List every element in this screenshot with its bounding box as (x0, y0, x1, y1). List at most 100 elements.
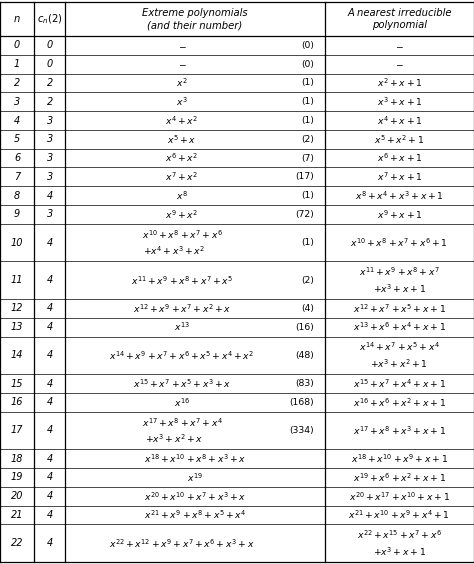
Text: 20: 20 (11, 491, 23, 501)
Text: 4: 4 (46, 322, 53, 332)
Text: $x^{19}+x^6+x^2+x+1$: $x^{19}+x^6+x^2+x+1$ (353, 471, 446, 484)
Text: $x^4+x+1$: $x^4+x+1$ (376, 114, 422, 127)
Text: 4: 4 (46, 397, 53, 407)
Text: $+x^3+x^2+x$: $+x^3+x^2+x$ (145, 433, 203, 445)
Text: 16: 16 (11, 397, 23, 407)
Text: $x^6+x^2$: $x^6+x^2$ (165, 152, 199, 165)
Text: 11: 11 (11, 275, 23, 285)
Text: $x^5+x$: $x^5+x$ (167, 133, 197, 146)
Text: 1: 1 (14, 59, 20, 69)
Text: 3: 3 (46, 172, 53, 182)
Text: A nearest irreducible: A nearest irreducible (347, 8, 452, 18)
Text: $x^{14}+x^7+x^5+x^4$: $x^{14}+x^7+x^5+x^4$ (359, 341, 440, 354)
Text: $x^7+x^2$: $x^7+x^2$ (165, 170, 199, 183)
Text: $x^{10}+x^8+x^7+x^6+1$: $x^{10}+x^8+x^7+x^6+1$ (350, 236, 448, 249)
Text: $x^4+x^2$: $x^4+x^2$ (165, 114, 199, 127)
Text: (2): (2) (301, 135, 314, 144)
Text: 4: 4 (46, 350, 53, 360)
Text: $x^7+x+1$: $x^7+x+1$ (376, 170, 422, 183)
Text: 17: 17 (11, 425, 23, 435)
Text: $x^{22}+x^{12}+x^9+x^7+x^6+x^3+x$: $x^{22}+x^{12}+x^9+x^7+x^6+x^3+x$ (109, 537, 255, 549)
Text: (1): (1) (301, 238, 314, 247)
Text: $+x^3+x^2+1$: $+x^3+x^2+1$ (370, 358, 428, 370)
Text: $x^8+x^4+x^3+x+1$: $x^8+x^4+x^3+x+1$ (355, 190, 444, 202)
Text: $x^{10}+x^8+x^7+x^6$: $x^{10}+x^8+x^7+x^6$ (142, 228, 222, 241)
Text: 2: 2 (14, 78, 20, 88)
Text: 7: 7 (14, 172, 20, 182)
Text: 2: 2 (46, 78, 53, 88)
Text: $x^{13}+x^6+x^4+x+1$: $x^{13}+x^6+x^4+x+1$ (353, 321, 446, 333)
Text: 3: 3 (46, 134, 53, 144)
Text: $x^{17}+x^8+x^7+x^4$: $x^{17}+x^8+x^7+x^4$ (142, 416, 222, 429)
Text: $-$: $-$ (178, 41, 186, 50)
Text: 2: 2 (46, 97, 53, 107)
Text: 4: 4 (46, 191, 53, 201)
Text: $x^9+x+1$: $x^9+x+1$ (376, 208, 422, 221)
Text: 4: 4 (14, 116, 20, 126)
Text: $x^9+x^2$: $x^9+x^2$ (165, 208, 199, 221)
Text: 4: 4 (46, 378, 53, 389)
Text: $x^2+x+1$: $x^2+x+1$ (376, 77, 422, 89)
Text: $x^{21}+x^9+x^8+x^5+x^4$: $x^{21}+x^9+x^8+x^5+x^4$ (144, 509, 246, 521)
Text: 4: 4 (46, 303, 53, 314)
Text: 0: 0 (46, 41, 53, 50)
Text: $x^6+x+1$: $x^6+x+1$ (376, 152, 422, 165)
Text: (1): (1) (301, 116, 314, 125)
Text: (0): (0) (301, 41, 314, 50)
Text: $x^{17}+x^8+x^3+x+1$: $x^{17}+x^8+x^3+x+1$ (353, 424, 446, 437)
Text: $-$: $-$ (395, 60, 404, 69)
Text: (17): (17) (296, 173, 314, 182)
Text: 4: 4 (46, 473, 53, 482)
Text: $x^8$: $x^8$ (176, 190, 188, 202)
Text: 15: 15 (11, 378, 23, 389)
Text: $x^{21}+x^{10}+x^9+x^4+1$: $x^{21}+x^{10}+x^9+x^4+1$ (348, 509, 450, 521)
Text: (83): (83) (296, 379, 314, 388)
Text: 0: 0 (46, 59, 53, 69)
Text: $x^{11}+x^9+x^8+x^7$: $x^{11}+x^9+x^8+x^7$ (359, 266, 440, 278)
Text: $x^{11}+x^9+x^8+x^7+x^5$: $x^{11}+x^9+x^8+x^7+x^5$ (131, 274, 233, 287)
Text: 18: 18 (11, 453, 23, 464)
Text: $n$: $n$ (13, 14, 21, 24)
Text: (72): (72) (296, 210, 314, 219)
Text: (2): (2) (301, 276, 314, 285)
Text: 4: 4 (46, 237, 53, 248)
Text: 4: 4 (46, 538, 53, 548)
Text: (16): (16) (296, 323, 314, 332)
Text: (0): (0) (301, 60, 314, 69)
Text: 21: 21 (11, 510, 23, 520)
Text: (1): (1) (301, 191, 314, 200)
Text: 3: 3 (46, 209, 53, 219)
Text: (334): (334) (290, 426, 314, 435)
Text: $x^2$: $x^2$ (176, 77, 188, 89)
Text: $x^3+x+1$: $x^3+x+1$ (376, 95, 422, 108)
Text: 6: 6 (14, 153, 20, 163)
Text: $+x^3+x+1$: $+x^3+x+1$ (373, 545, 426, 558)
Text: 4: 4 (46, 510, 53, 520)
Text: $+x^3+x+1$: $+x^3+x+1$ (373, 282, 426, 295)
Text: 0: 0 (14, 41, 20, 50)
Text: (4): (4) (301, 304, 314, 313)
Text: $+x^4+x^3+x^2$: $+x^4+x^3+x^2$ (143, 245, 206, 257)
Text: $x^{16}+x^6+x^2+x+1$: $x^{16}+x^6+x^2+x+1$ (353, 396, 446, 409)
Text: 19: 19 (11, 473, 23, 482)
Text: 5: 5 (14, 134, 20, 144)
Text: (48): (48) (296, 351, 314, 360)
Text: 3: 3 (46, 153, 53, 163)
Text: $x^{12}+x^7+x^5+x+1$: $x^{12}+x^7+x^5+x+1$ (353, 302, 446, 315)
Text: $x^{18}+x^{10}+x^9+x+1$: $x^{18}+x^{10}+x^9+x+1$ (351, 452, 448, 465)
Text: $x^3$: $x^3$ (176, 95, 188, 108)
Text: $x^{13}$: $x^{13}$ (174, 321, 190, 333)
Text: $x^{16}$: $x^{16}$ (174, 396, 190, 409)
Text: 4: 4 (46, 275, 53, 285)
Text: 4: 4 (46, 425, 53, 435)
Text: 4: 4 (46, 491, 53, 501)
Text: $c_n(2)$: $c_n(2)$ (37, 12, 63, 26)
Text: $x^{20}+x^{10}+x^7+x^3+x$: $x^{20}+x^{10}+x^7+x^3+x$ (144, 490, 246, 503)
Text: (1): (1) (301, 97, 314, 106)
Text: $x^{15}+x^7+x^4+x+1$: $x^{15}+x^7+x^4+x+1$ (353, 377, 446, 390)
Text: $-$: $-$ (178, 60, 186, 69)
Text: 12: 12 (11, 303, 23, 314)
Text: (7): (7) (301, 153, 314, 162)
Text: $x^{18}+x^{10}+x^8+x^3+x$: $x^{18}+x^{10}+x^8+x^3+x$ (144, 452, 246, 465)
Text: $-$: $-$ (395, 41, 404, 50)
